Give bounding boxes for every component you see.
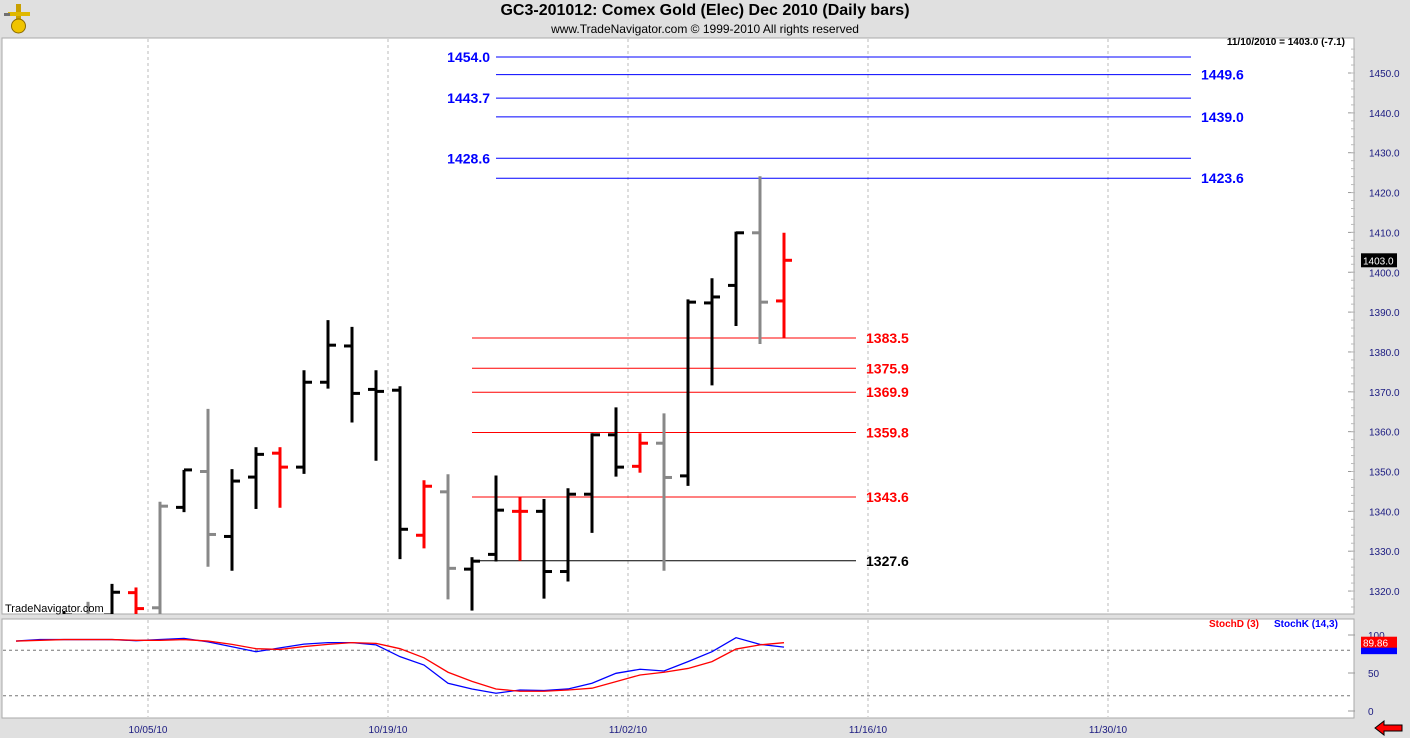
stochd-value-box	[1361, 636, 1397, 648]
target-level-label: 1428.6	[447, 150, 490, 166]
y-tick-label: 1420.0	[1369, 189, 1400, 200]
watermark-text: TradeNavigator.com	[5, 603, 104, 615]
stochastic-panel	[1, 618, 1355, 719]
support-level-label: 1369.9	[866, 384, 909, 400]
target-level-label: 1423.6	[1201, 170, 1244, 186]
stoch-line	[15, 638, 785, 692]
y-tick-label: 1400.0	[1369, 268, 1400, 279]
target-level-label: 1454.0	[447, 49, 490, 65]
red-left-arrow-icon[interactable]	[1374, 720, 1404, 736]
y-tick-label: 1360.0	[1369, 428, 1400, 439]
y-tick-label: 1440.0	[1369, 109, 1400, 120]
x-tick-label: 11/16/10	[849, 725, 888, 736]
y-tick-label: 1370.0	[1369, 388, 1400, 399]
stoch-tick-label: 100	[1368, 631, 1385, 642]
last-price-label: 1403.0	[1363, 256, 1394, 267]
x-tick-label: 10/05/10	[129, 725, 168, 736]
y-tick-label: 1390.0	[1369, 308, 1400, 319]
stochd-value-label: 89.86	[1363, 639, 1388, 650]
last-price-readout: 11/10/2010 = 1403.0 (-7.1)	[1226, 37, 1345, 48]
y-tick-label: 1340.0	[1369, 507, 1400, 518]
stoch-tick-label: 50	[1368, 669, 1380, 680]
support-level-label: 1343.6	[866, 489, 909, 505]
legend-stochd: StochD (3)	[1209, 619, 1259, 630]
stoch-tick-label: 0	[1368, 707, 1374, 718]
support-level-label: 1383.5	[866, 330, 909, 346]
y-tick-label: 1380.0	[1369, 348, 1400, 359]
last-price-box	[1361, 253, 1397, 268]
x-tick-label: 11/30/10	[1089, 725, 1128, 736]
x-tick-label: 11/02/10	[609, 725, 648, 736]
target-level-label: 1439.0	[1201, 109, 1244, 125]
target-level-label: 1443.7	[447, 90, 490, 106]
y-tick-label: 1410.0	[1369, 228, 1400, 239]
x-tick-label: 10/19/10	[369, 725, 408, 736]
y-tick-label: 1320.0	[1369, 587, 1400, 598]
trade-navigator-logo-icon	[4, 4, 30, 34]
target-level-label: 1449.6	[1201, 67, 1244, 83]
support-level-label: 1375.9	[866, 360, 909, 376]
copyright-subtitle: www.TradeNavigator.com © 1999-2010 All r…	[551, 22, 859, 36]
stochk-value-box	[1361, 644, 1397, 655]
y-tick-label: 1450.0	[1369, 69, 1400, 80]
price-panel	[1, 37, 1355, 615]
y-tick-label: 1330.0	[1369, 547, 1400, 558]
legend-stochk: StochK (14,3)	[1274, 619, 1338, 630]
support-level-label: 1359.8	[866, 424, 909, 440]
y-tick-label: 1430.0	[1369, 149, 1400, 160]
chart-title: GC3-201012: Comex Gold (Elec) Dec 2010 (…	[500, 2, 910, 19]
support-level-label: 1327.6	[866, 553, 909, 569]
y-tick-label: 1350.0	[1369, 468, 1400, 479]
